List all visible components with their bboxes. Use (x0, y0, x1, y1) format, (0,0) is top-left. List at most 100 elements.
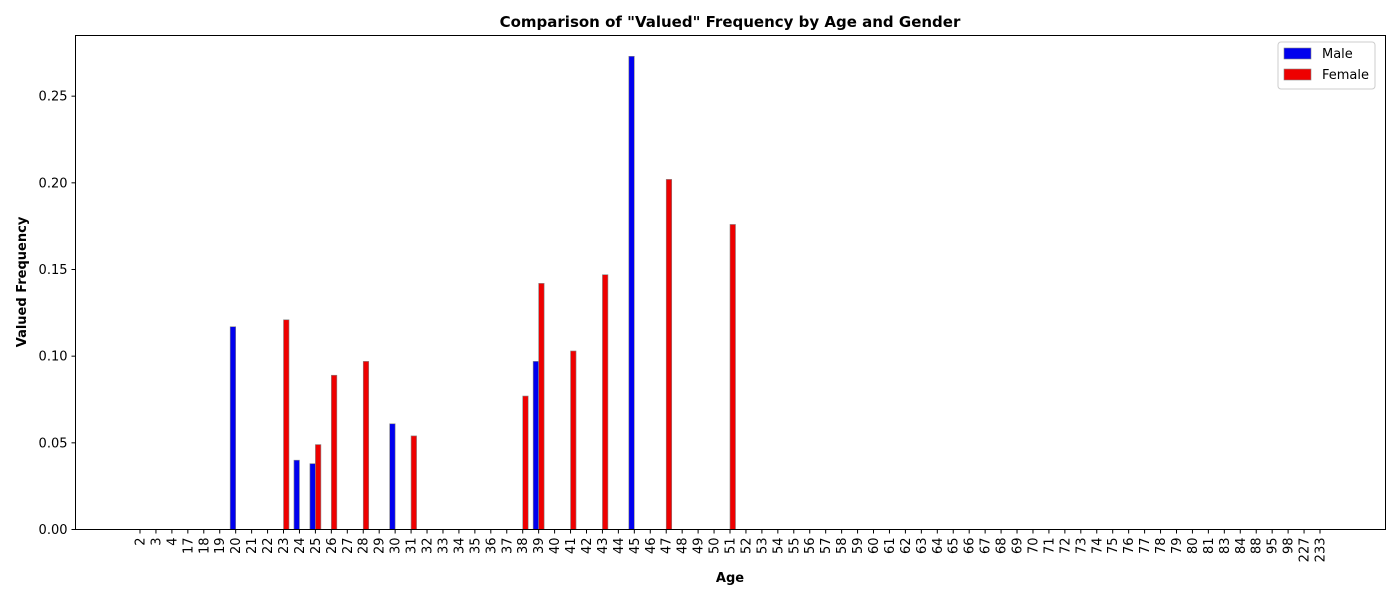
y-tick-label: 0.20 (39, 176, 68, 191)
x-tick-label: 29 (373, 538, 388, 555)
x-tick-label: 43 (596, 538, 611, 555)
x-tick-label: 56 (803, 538, 818, 555)
x-tick-label: 67 (979, 538, 994, 555)
x-tick-label: 80 (1186, 538, 1201, 555)
plot-frame (75, 35, 1386, 530)
x-tick-label: 65 (947, 538, 962, 555)
bar-male-30 (389, 423, 396, 530)
x-tick-label: 34 (452, 538, 467, 555)
y-tick-label: 0.00 (39, 523, 68, 538)
y-tick-label: 0.15 (39, 263, 68, 278)
x-tick-label: 61 (883, 538, 898, 555)
x-tick-label: 38 (516, 538, 531, 555)
bar-female-43 (602, 274, 609, 530)
x-tick-label: 26 (325, 538, 340, 555)
x-tick-label: 69 (1011, 538, 1026, 555)
x-tick-label: 71 (1042, 538, 1057, 555)
x-tick-label: 31 (405, 538, 420, 555)
x-tick-label: 3 (149, 538, 164, 546)
x-tick-label: 64 (931, 538, 946, 555)
bar-male-25 (309, 463, 316, 530)
x-tick-label: 45 (628, 538, 643, 555)
x-tick-label: 30 (389, 538, 404, 555)
x-tick-label: 48 (676, 538, 691, 555)
x-ticks-group: 2 3 4 17 18 19 20 21 22 23 24 25 26 27 28 29 30 31 32 33 34 3… (134, 529, 1329, 563)
x-tick-label: 49 (692, 538, 707, 555)
x-tick-label: 46 (644, 538, 659, 555)
bar-male-39 (532, 361, 539, 530)
bar-female-47 (665, 179, 673, 530)
x-tick-label: 20 (229, 538, 244, 555)
x-tick-label: 40 (548, 538, 563, 555)
x-tick-label: 2 (134, 538, 149, 546)
x-tick-label: 33 (436, 538, 451, 555)
x-tick-label: 59 (851, 538, 866, 555)
x-tick-label: 57 (819, 538, 834, 555)
x-tick-label: 63 (915, 538, 930, 555)
x-tick-label: 95 (1266, 538, 1281, 555)
bars-group (229, 55, 736, 530)
x-tick-label: 25 (309, 538, 324, 555)
y-tick-label: 0.25 (39, 90, 68, 105)
bar-female-25 (315, 444, 322, 530)
chart-title: Comparison of "Valued" Frequency by Age … (500, 13, 961, 31)
legend-swatch-male (1283, 47, 1312, 60)
y-tick-label: 0.10 (39, 350, 68, 365)
x-tick-label: 55 (787, 538, 802, 555)
x-tick-label: 77 (1138, 538, 1153, 555)
bar-female-39 (538, 283, 545, 530)
legend-label-male: Male (1322, 47, 1353, 62)
x-tick-label: 24 (293, 538, 308, 555)
x-tick-label: 75 (1106, 538, 1121, 555)
bar-female-38 (522, 395, 529, 530)
x-tick-label: 47 (660, 538, 675, 555)
x-tick-label: 50 (708, 538, 723, 555)
x-axis-label: Age (716, 571, 744, 586)
x-tick-label: 17 (181, 538, 196, 555)
x-tick-label: 4 (165, 538, 180, 546)
x-tick-label: 32 (421, 538, 436, 555)
x-tick-label: 21 (245, 538, 260, 555)
bar-male-45 (628, 55, 635, 530)
x-tick-label: 62 (899, 538, 914, 555)
legend: Male Female (1277, 41, 1376, 90)
x-tick-label: 98 (1282, 538, 1297, 555)
bar-female-23 (283, 319, 290, 530)
x-tick-label: 35 (468, 538, 483, 555)
x-tick-label: 72 (1058, 538, 1073, 555)
bar-female-26 (331, 374, 338, 530)
x-tick-label: 36 (484, 538, 499, 555)
x-tick-label: 37 (500, 538, 515, 555)
x-tick-label: 74 (1090, 538, 1105, 555)
x-tick-label: 18 (197, 538, 212, 555)
x-tick-label: 58 (835, 538, 850, 555)
legend-label-female: Female (1322, 68, 1369, 83)
bar-male-24 (293, 459, 300, 530)
y-ticks-group: 0.00 0.05 0.10 0.15 0.20 0.25 (39, 90, 76, 538)
x-tick-label: 42 (580, 538, 595, 555)
x-tick-label: 83 (1218, 538, 1233, 555)
bar-female-31 (410, 435, 417, 530)
bar-female-41 (570, 350, 577, 530)
x-tick-label: 227 (1298, 538, 1313, 563)
x-tick-label: 81 (1202, 538, 1217, 555)
x-tick-label: 39 (532, 538, 547, 555)
x-tick-label: 27 (341, 538, 356, 555)
x-tick-label: 54 (771, 538, 786, 555)
x-tick-label: 60 (867, 538, 882, 555)
x-tick-label: 79 (1170, 538, 1185, 555)
bar-female-28 (362, 361, 370, 530)
x-tick-label: 78 (1154, 538, 1169, 555)
x-tick-label: 19 (213, 538, 228, 555)
x-tick-label: 84 (1234, 538, 1249, 555)
x-tick-label: 70 (1026, 538, 1041, 555)
x-tick-label: 88 (1250, 538, 1265, 555)
bar-female-51 (729, 224, 736, 530)
x-tick-label: 41 (564, 538, 579, 555)
x-tick-label: 44 (612, 538, 627, 555)
x-tick-label: 51 (724, 538, 739, 555)
legend-swatch-female (1283, 68, 1312, 81)
x-tick-label: 28 (357, 538, 372, 555)
y-tick-label: 0.05 (39, 436, 68, 451)
